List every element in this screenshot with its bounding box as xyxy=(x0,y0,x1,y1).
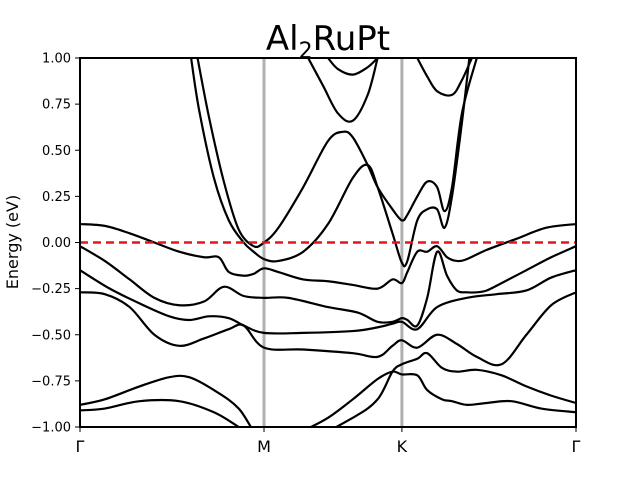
x-tick-label-2: K xyxy=(397,437,408,456)
title-base: Al xyxy=(266,19,299,59)
title-rest: RuPt xyxy=(313,19,390,59)
plot-area: −1.00 −0.75 −0.50 −0.25 0.00 0.25 0.50 0.75 1.00… xyxy=(31,52,580,457)
band-line-1 xyxy=(80,370,576,427)
band-line-10 xyxy=(326,58,379,76)
y-tick-label-5: 0.25 xyxy=(42,190,71,205)
band-line-11 xyxy=(416,58,473,97)
plot-clip-group xyxy=(80,58,576,427)
y-tick-label-3: −0.25 xyxy=(31,282,71,297)
y-tick-label-4: 0.00 xyxy=(42,236,71,251)
x-tick-label-3: Γ xyxy=(572,437,581,456)
y-tick-label-8: 1.00 xyxy=(42,52,71,67)
band-line-5 xyxy=(80,245,576,328)
band-line-4 xyxy=(80,269,576,335)
band-line-3 xyxy=(80,291,576,367)
band-line-9 xyxy=(307,58,379,123)
y-axis-label: Energy (eV) xyxy=(3,195,22,289)
band-line-2 xyxy=(80,351,576,427)
y-tick-label-6: 0.50 xyxy=(42,144,71,159)
band-line-8 xyxy=(196,58,478,249)
band-line-7 xyxy=(190,58,471,268)
y-tick-label-7: 0.75 xyxy=(42,98,71,113)
x-tick-label-0: Γ xyxy=(76,437,85,456)
x-tick-label-1: M xyxy=(257,437,271,456)
y-tick-label-2: −0.50 xyxy=(31,328,71,343)
y-tick-label-1: −0.75 xyxy=(31,374,71,389)
y-tick-label-0: −1.00 xyxy=(31,421,71,436)
band-line-6 xyxy=(80,222,576,290)
